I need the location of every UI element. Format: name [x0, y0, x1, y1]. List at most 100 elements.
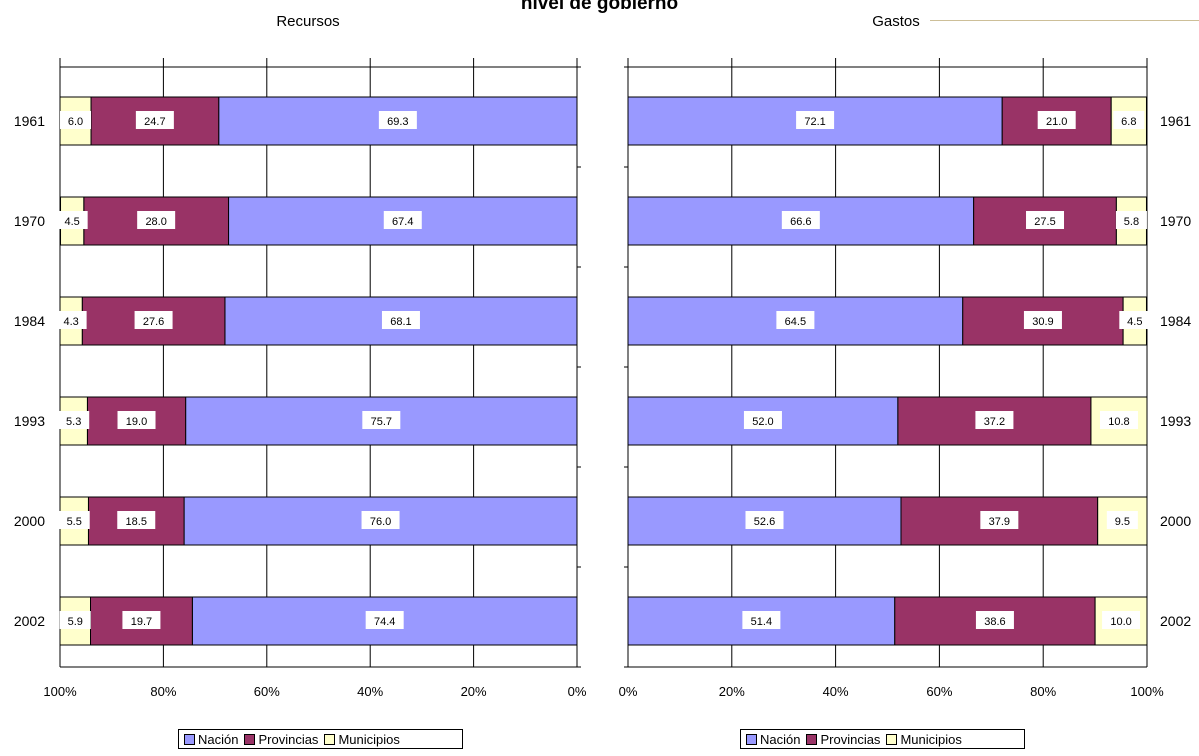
left-data-label: 5.9: [68, 616, 83, 628]
left-x-tick-label: 0%: [568, 684, 587, 699]
right-data-label-box: [1102, 611, 1141, 629]
right-data-label-box: [980, 511, 1019, 529]
right-data-label: 66.6: [790, 216, 811, 228]
right-data-label: 6.8: [1121, 116, 1136, 128]
right-y-tick-label: 2002: [1160, 613, 1191, 629]
left-data-label: 74.4: [374, 616, 395, 628]
left-data-label-box: [381, 311, 420, 329]
left-data-label: 67.4: [392, 216, 413, 228]
right-data-label: 9.5: [1115, 516, 1130, 528]
legend-item-nacion: Nación: [746, 732, 800, 747]
right-data-label: 51.4: [751, 616, 772, 628]
right-data-label-box: [975, 611, 1014, 629]
left-data-label: 68.1: [390, 316, 411, 328]
right-data-label-box: [1106, 511, 1138, 529]
right-data-label: 30.9: [1032, 316, 1053, 328]
left-legend: Nación Provincias Municipios: [178, 729, 463, 749]
left-data-label: 24.7: [144, 116, 165, 128]
left-data-label-box: [134, 311, 173, 329]
legend-item-provincias: Provincias: [806, 732, 880, 747]
left-data-label-box: [135, 111, 174, 129]
right-x-tick-label: 40%: [823, 684, 849, 699]
left-data-label-box: [58, 511, 90, 529]
legend-label-nacion: Nación: [198, 731, 239, 747]
right-data-label: 5.8: [1124, 216, 1139, 228]
top-divider-line: [930, 20, 1199, 21]
right-x-tick-label: 0%: [619, 684, 638, 699]
left-data-label-box: [362, 411, 401, 429]
left-data-label-box: [378, 111, 417, 129]
left-y-tick-label: 1984: [14, 313, 45, 329]
left-data-label: 6.0: [68, 116, 83, 128]
right-data-label: 4.5: [1127, 316, 1142, 328]
legend-item-provincias: Provincias: [244, 732, 318, 747]
right-data-label-box: [1113, 111, 1145, 129]
left-x-tick-label: 80%: [150, 684, 176, 699]
left-data-label: 76.0: [370, 516, 391, 528]
left-data-label: 5.3: [66, 416, 81, 428]
right-data-label-box: [1026, 211, 1065, 229]
legend-swatch-municipios: [324, 733, 336, 745]
legend-swatch-nacion: [746, 733, 757, 745]
right-data-label: 52.0: [752, 416, 773, 428]
right-data-label: 52.6: [754, 516, 775, 528]
left-x-tick-label: 100%: [43, 684, 77, 699]
right-data-label-box: [1037, 111, 1076, 129]
legend-swatch-nacion: [184, 733, 195, 745]
right-data-label-box: [742, 611, 781, 629]
right-y-tick-label: 2000: [1160, 513, 1191, 529]
right-data-label: 72.1: [804, 116, 825, 128]
left-y-tick-label: 1970: [14, 213, 45, 229]
right-data-label: 64.5: [785, 316, 806, 328]
left-data-label-box: [361, 511, 400, 529]
left-data-label-box: [137, 211, 176, 229]
legend-swatch-provincias: [806, 733, 818, 745]
right-x-tick-label: 80%: [1030, 684, 1056, 699]
left-data-label: 5.5: [67, 516, 82, 528]
legend-label-municipios: Municipios: [338, 731, 400, 747]
left-data-label: 19.0: [126, 416, 147, 428]
left-chart-title: Recursos: [276, 13, 340, 30]
right-data-label-box: [781, 211, 820, 229]
right-x-tick-label: 100%: [1130, 684, 1164, 699]
right-y-tick-label: 1970: [1160, 213, 1191, 229]
left-x-tick-label: 40%: [357, 684, 383, 699]
right-x-tick-label: 20%: [719, 684, 745, 699]
left-data-label: 75.7: [371, 416, 392, 428]
right-data-label: 37.2: [984, 416, 1005, 428]
left-data-label-box: [117, 411, 156, 429]
left-y-tick-label: 2002: [14, 613, 45, 629]
left-data-label-box: [58, 411, 90, 429]
right-data-label: 10.8: [1108, 416, 1129, 428]
left-data-label-box: [59, 611, 91, 629]
right-bar-municipios-2000: [1097, 496, 1148, 546]
left-data-label-box: [117, 511, 156, 529]
left-x-tick-label: 20%: [461, 684, 487, 699]
legend-label-provincias: Provincias: [258, 731, 319, 747]
right-y-tick-label: 1993: [1160, 413, 1191, 429]
right-y-tick-label: 1961: [1160, 113, 1191, 129]
page-title: nivel de gobierno: [520, 0, 679, 14]
left-data-label: 28.0: [145, 216, 166, 228]
left-y-tick-label: 1993: [14, 413, 45, 429]
legend-item-municipios: Municipios: [886, 732, 962, 747]
right-data-label: 21.0: [1046, 116, 1067, 128]
left-data-label: 69.3: [387, 116, 408, 128]
right-data-label-box: [1115, 211, 1147, 229]
left-data-label-box: [56, 211, 88, 229]
left-y-tick-label: 1961: [14, 113, 45, 129]
right-data-label-box: [1119, 311, 1151, 329]
right-chart-title: Gastos: [872, 13, 920, 30]
left-data-label: 4.5: [65, 216, 80, 228]
right-data-label-box: [1099, 411, 1138, 429]
right-legend: Nación Provincias Municipios: [740, 729, 1025, 749]
left-data-label: 18.5: [126, 516, 147, 528]
right-data-label-box: [743, 411, 782, 429]
left-data-label: 19.7: [131, 616, 152, 628]
left-x-tick-label: 60%: [254, 684, 280, 699]
left-data-label-box: [383, 211, 422, 229]
left-data-label: 27.6: [143, 316, 164, 328]
right-data-label-box: [975, 411, 1014, 429]
right-data-label: 38.6: [984, 616, 1005, 628]
